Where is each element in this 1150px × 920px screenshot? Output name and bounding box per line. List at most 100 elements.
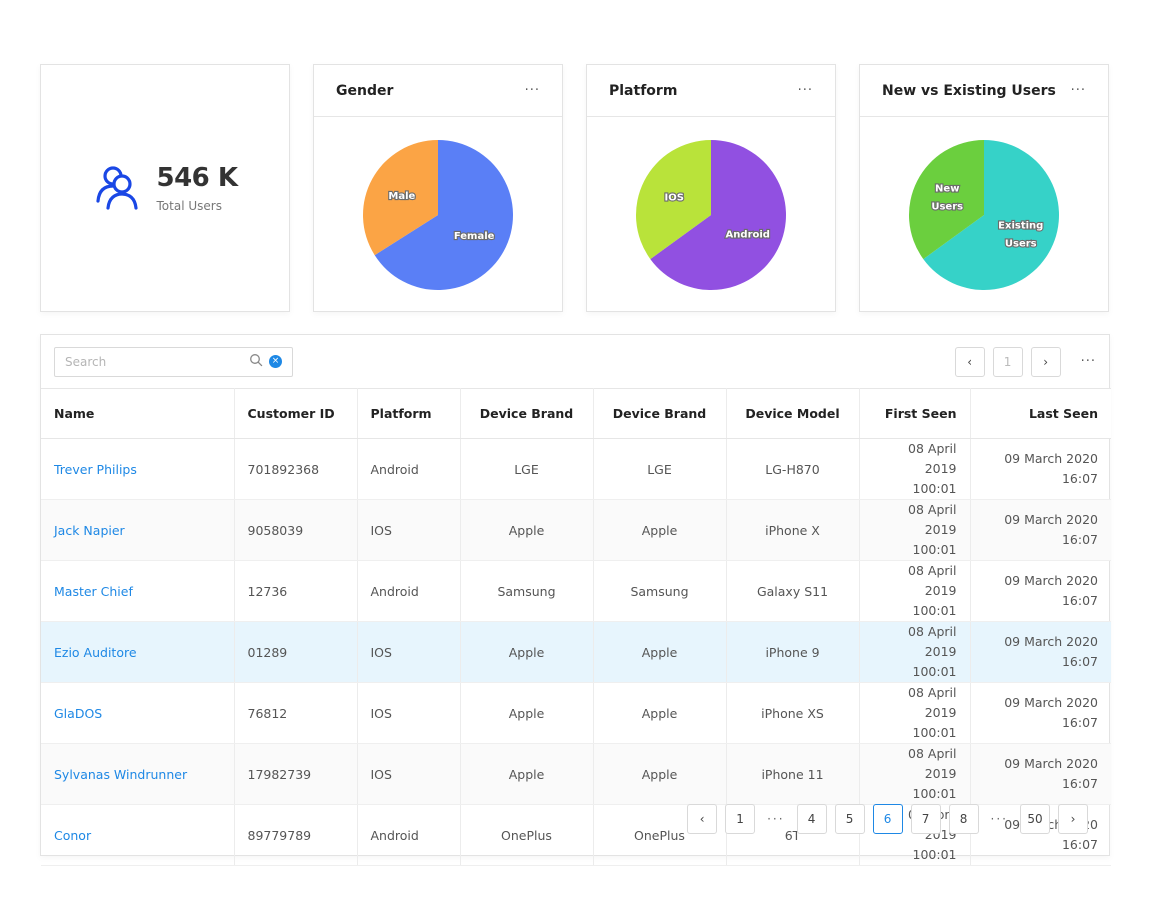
column-header-customer-id[interactable]: Customer ID <box>234 388 358 439</box>
search-icon[interactable] <box>249 352 263 371</box>
total-users-stat: 546 K Total Users <box>93 161 238 215</box>
new-existing-card-header: New vs Existing Users ··· <box>860 65 1108 117</box>
cell-device-brand: Apple <box>460 499 594 561</box>
table-header-row: Name Customer ID Platform Device Brand D… <box>41 388 1111 439</box>
column-header-device-brand[interactable]: Device Brand <box>460 388 594 439</box>
table-more-icon[interactable]: ··· <box>1080 354 1096 369</box>
cell-last-seen: 09 March 2020 16:07 <box>970 743 1111 805</box>
page-button-50[interactable]: 50 <box>1020 804 1050 834</box>
total-users-label: Total Users <box>156 199 222 213</box>
pie-slice-label: Male <box>388 191 415 202</box>
page-button-1[interactable]: 1 <box>725 804 756 834</box>
pie-slice-label-line: Users <box>931 201 963 212</box>
cell-device-brand: Samsung <box>460 560 594 622</box>
pie-slice <box>363 139 438 255</box>
gender-card: Gender ··· Female Male <box>313 64 563 312</box>
new-existing-pie-chart: Existing Users New Users <box>909 139 1059 290</box>
cell-first-seen: 08 April 2019 100:01 <box>859 621 971 683</box>
cell-device-brand-2: LGE <box>593 438 727 500</box>
total-users-value: 546 K <box>156 163 238 193</box>
cell-first-seen-date: 08 April 2019 <box>908 563 957 598</box>
table-body: Trever Philips 701892368 Android LGE LGE LG-H… <box>41 438 1111 866</box>
cell-first-seen-time: 100:01 <box>912 481 957 496</box>
pie-slice <box>650 139 786 290</box>
cell-first-seen-time: 100:01 <box>912 664 957 679</box>
cell-last-seen-time: 16:07 <box>1061 471 1098 486</box>
cell-last-seen-time: 16:07 <box>1061 654 1098 669</box>
table-row[interactable]: GlaDOS 76812 IOS Apple Apple iPhone XS 08 Apri… <box>41 682 1111 744</box>
column-header-name[interactable]: Name <box>41 388 235 439</box>
cell-device-model: Galaxy S11 <box>726 560 860 622</box>
new-existing-more-icon[interactable]: ··· <box>1070 83 1086 98</box>
column-header-last-seen[interactable]: Last Seen <box>970 388 1111 439</box>
cell-name[interactable]: Jack Napier <box>41 499 235 561</box>
cell-platform: Android <box>357 804 461 866</box>
column-header-first-seen[interactable]: First Seen <box>859 388 971 439</box>
top-page-indicator[interactable]: 1 <box>992 346 1023 377</box>
top-prev-button[interactable]: ‹ <box>954 346 985 377</box>
cell-last-seen-date: 09 March 2020 <box>1004 634 1098 649</box>
table-row[interactable]: Conor89779789AndroidOnePlusOnePlus6T08 A… <box>41 804 1111 866</box>
cell-name[interactable]: Ezio Auditore <box>41 621 235 683</box>
column-header-platform[interactable]: Platform <box>357 388 461 439</box>
cell-platform: Android <box>357 560 461 622</box>
cell-name[interactable]: Conor <box>41 804 235 866</box>
cell-name[interactable]: Trever Philips <box>41 438 235 500</box>
cell-platform: IOS <box>357 743 461 805</box>
gender-more-icon[interactable]: ··· <box>524 83 540 98</box>
prev-page-button[interactable]: ‹ <box>687 804 718 834</box>
platform-chart-area: Android IOS <box>587 117 835 312</box>
cell-last-seen-date: 09 March 2020 <box>1004 451 1098 466</box>
cell-platform: IOS <box>357 682 461 744</box>
pagination-ellipsis-left: ··· <box>767 812 785 826</box>
cell-last-seen: 09 March 2020 16:07 <box>970 560 1111 622</box>
platform-more-icon[interactable]: ··· <box>797 83 813 98</box>
page-button-7[interactable]: 7 <box>910 804 941 834</box>
column-header-device-brand-2[interactable]: Device Brand <box>593 388 727 439</box>
cell-last-seen-time: 16:07 <box>1061 593 1098 608</box>
page-button-8[interactable]: 8 <box>948 804 979 834</box>
cell-device-model: iPhone 11 <box>726 743 860 805</box>
gender-card-header: Gender ··· <box>314 65 562 117</box>
cell-last-seen-time: 16:07 <box>1061 776 1098 791</box>
table-row[interactable]: Trever Philips 701892368 Android LGE LGE LG-H… <box>41 438 1111 500</box>
cell-last-seen: 09 March 2020 16:07 <box>970 499 1111 561</box>
next-page-button[interactable]: › <box>1058 804 1088 834</box>
search-input[interactable] <box>65 354 243 369</box>
platform-card: Platform ··· Android IOS <box>586 64 836 312</box>
table-row[interactable]: Master Chief 12736 Android Samsung Samsung Ga… <box>41 560 1111 622</box>
cell-last-seen-time: 16:07 <box>1061 837 1098 852</box>
pie-slice-label: IOS <box>665 192 684 203</box>
cell-first-seen-date: 08 April 2019 <box>908 685 957 720</box>
pagination-ellipsis-right: ··· <box>990 812 1008 826</box>
cell-last-seen: 09 March 2020 16:07 <box>970 438 1111 500</box>
cell-customer-id: 9058039 <box>234 499 358 561</box>
cell-platform: IOS <box>357 621 461 683</box>
bottom-pagination: ‹ 1 ··· 4 5 6 7 8 ··· 50 › <box>687 804 1088 834</box>
users-table-panel: × ‹ 1 › ··· Name Customer ID Platform De… <box>40 334 1111 866</box>
column-header-device-model[interactable]: Device Model <box>726 388 860 439</box>
cell-name[interactable]: Sylvanas Windrunner <box>41 743 235 805</box>
page-button-4[interactable]: 4 <box>796 804 827 834</box>
cell-device-brand-2: Apple <box>593 682 727 744</box>
page-button-6-current[interactable]: 6 <box>872 804 903 834</box>
top-next-button[interactable]: › <box>1030 346 1061 377</box>
cell-customer-id: 76812 <box>234 682 358 744</box>
top-pager: ‹ 1 › ··· <box>954 346 1096 377</box>
cell-device-brand: Apple <box>460 743 594 805</box>
cell-platform: Android <box>357 438 461 500</box>
cell-last-seen-date: 09 March 2020 <box>1004 695 1098 710</box>
cell-device-model: iPhone XS <box>726 682 860 744</box>
cell-first-seen-date: 08 April 2019 <box>908 624 957 659</box>
cell-name[interactable]: Master Chief <box>41 560 235 622</box>
users-icon <box>93 161 143 215</box>
pie-slice-label-line: Users <box>1005 238 1037 249</box>
clear-search-icon[interactable]: × <box>269 355 282 368</box>
table-row[interactable]: Sylvanas Windrunner 17982739 IOS Apple Apple… <box>41 743 1111 805</box>
page-button-5[interactable]: 5 <box>834 804 865 834</box>
cell-device-brand-2: Apple <box>593 499 727 561</box>
cell-name[interactable]: GlaDOS <box>41 682 235 744</box>
cell-last-seen-date: 09 March 2020 <box>1004 512 1098 527</box>
